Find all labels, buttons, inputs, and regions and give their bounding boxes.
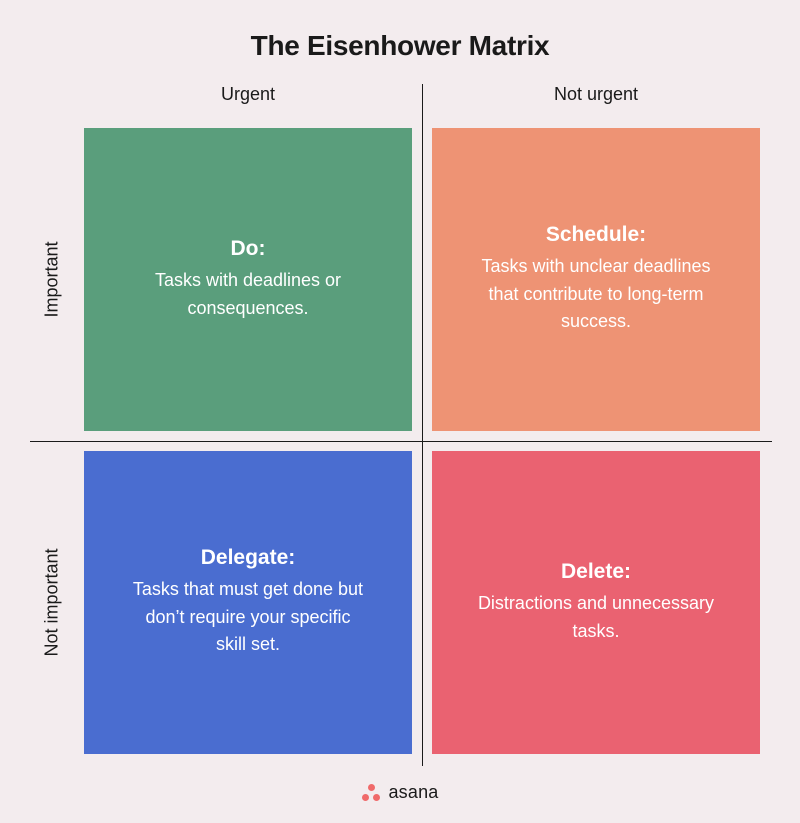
page-title: The Eisenhower Matrix <box>30 30 770 62</box>
logo-dot-right <box>373 794 380 801</box>
vertical-axis-line <box>422 84 423 766</box>
quadrant-delegate: Delegate: Tasks that must get done but d… <box>84 451 412 754</box>
row-header-not-important-label: Not important <box>42 548 63 656</box>
row-header-not-important: Not important <box>30 441 74 764</box>
column-header-not-urgent: Not urgent <box>422 84 770 118</box>
logo-dot-left <box>362 794 369 801</box>
row-header-important-label: Important <box>42 241 63 317</box>
quadrant-schedule: Schedule: Tasks with unclear deadlines t… <box>432 128 760 431</box>
matrix-container: The Eisenhower Matrix Urgent Not urgent … <box>0 0 800 823</box>
quadrant-delegate-desc: Tasks that must get done but don’t requi… <box>128 576 368 660</box>
quadrant-schedule-title: Schedule: <box>546 223 646 247</box>
horizontal-axis-line <box>30 441 772 442</box>
quadrant-do: Do: Tasks with deadlines or consequences… <box>84 128 412 431</box>
quadrant-do-title: Do: <box>231 237 266 261</box>
row-header-important: Important <box>30 118 74 441</box>
quadrant-schedule-desc: Tasks with unclear deadlines that contri… <box>476 253 716 337</box>
brand-logo-text: asana <box>388 782 438 803</box>
logo-dot-top <box>368 784 375 791</box>
quadrant-do-desc: Tasks with deadlines or consequences. <box>128 267 368 323</box>
quadrant-delete-title: Delete: <box>561 560 631 584</box>
quadrant-delete: Delete: Distractions and unnecessary tas… <box>432 451 760 754</box>
matrix-grid: Urgent Not urgent Important Do: Tasks wi… <box>30 84 770 764</box>
quadrant-delete-desc: Distractions and unnecessary tasks. <box>476 590 716 646</box>
asana-logo-icon <box>361 783 381 803</box>
quadrant-delegate-title: Delegate: <box>201 546 296 570</box>
brand-logo: asana <box>30 782 770 803</box>
grid-corner <box>30 84 74 118</box>
column-header-urgent: Urgent <box>74 84 422 118</box>
